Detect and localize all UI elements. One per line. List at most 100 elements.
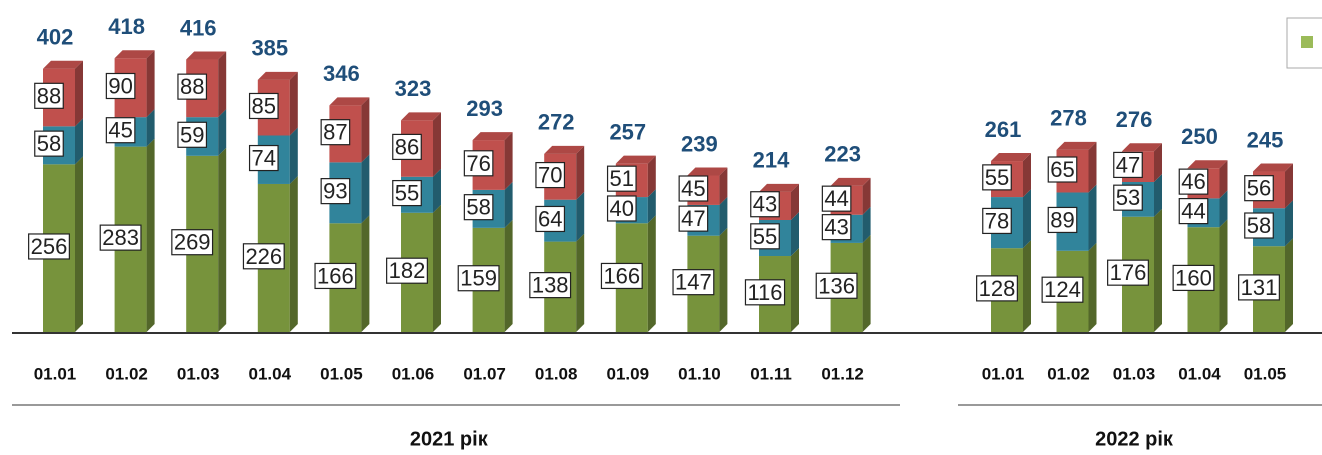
value-label-box <box>750 191 780 218</box>
bar-side <box>1219 190 1228 228</box>
value-label: 147 <box>675 270 712 295</box>
bar-side <box>576 191 585 242</box>
bar-top <box>991 153 1031 162</box>
value-label: 76 <box>466 151 490 176</box>
value-label-box <box>177 73 208 100</box>
bar-side <box>433 168 441 213</box>
bar-side <box>218 147 227 332</box>
bar-side <box>289 127 298 184</box>
value-label-box <box>600 262 643 290</box>
value-label: 40 <box>610 196 634 221</box>
bar-segment <box>401 112 441 177</box>
value-label: 70 <box>538 163 562 188</box>
legend-swatch <box>1301 36 1313 48</box>
value-label-box <box>1041 276 1084 303</box>
value-label: 283 <box>102 225 139 250</box>
x-tick-label: 01.07 <box>463 364 506 383</box>
total-label: 418 <box>108 14 145 39</box>
value-label-box <box>678 205 709 232</box>
bar-side <box>1088 242 1097 332</box>
x-tick-label: 01.11 <box>750 364 792 383</box>
value-label-box <box>678 175 709 202</box>
x-tick-label: 01.02 <box>105 364 148 383</box>
value-label: 78 <box>985 208 1009 233</box>
value-label: 116 <box>747 280 782 305</box>
value-label-box <box>535 205 566 233</box>
value-label-box <box>314 262 357 290</box>
bar-top <box>830 177 871 186</box>
value-label: 59 <box>180 122 204 147</box>
bar-side <box>1219 160 1228 199</box>
x-tick-label: 01.02 <box>1047 364 1090 383</box>
value-label-box <box>1244 212 1274 239</box>
value-label: 88 <box>180 74 204 99</box>
bar-side <box>1154 208 1162 332</box>
value-label-box <box>463 150 494 177</box>
bar-side <box>862 234 871 332</box>
bar-top <box>257 71 298 80</box>
x-tick-label: 01.10 <box>678 364 721 383</box>
total-label: 293 <box>466 96 503 121</box>
value-label-box <box>177 121 208 148</box>
value-label-box <box>750 223 780 250</box>
bar-side <box>289 71 298 136</box>
bar-top <box>544 145 585 154</box>
value-label-box <box>171 229 214 256</box>
value-label-box <box>34 82 64 109</box>
value-label: 74 <box>252 146 276 171</box>
total-label: 402 <box>37 25 74 50</box>
bar-side <box>361 215 370 332</box>
value-label: 47 <box>681 206 705 231</box>
bar-side <box>576 145 585 200</box>
bar-side <box>1088 141 1097 193</box>
value-label: 160 <box>1175 265 1212 290</box>
x-tick-label: 01.06 <box>392 364 435 383</box>
total-label: 346 <box>323 61 360 86</box>
value-label: 89 <box>1050 207 1074 232</box>
total-label: 385 <box>251 36 288 61</box>
bar-side <box>289 175 298 332</box>
value-label: 166 <box>603 263 640 288</box>
value-label: 159 <box>460 266 497 291</box>
total-label: 257 <box>609 119 646 144</box>
bar-side <box>146 109 155 147</box>
value-label-box <box>821 214 852 241</box>
bar-side <box>791 248 799 332</box>
x-tick-label: 01.09 <box>607 364 650 383</box>
bar-side <box>361 97 370 163</box>
value-label: 45 <box>681 176 705 201</box>
bar-top <box>401 112 441 121</box>
bar-top <box>1122 143 1162 152</box>
value-label: 256 <box>31 234 68 259</box>
bar-side <box>1023 153 1031 198</box>
bar-side <box>1154 174 1162 217</box>
value-label: 43 <box>824 215 848 240</box>
bar-side <box>1088 184 1097 251</box>
value-label-box <box>1113 184 1143 211</box>
value-label: 55 <box>753 224 777 249</box>
value-label: 46 <box>1181 169 1205 194</box>
value-label: 55 <box>985 165 1009 190</box>
x-tick-label: 01.05 <box>1244 364 1287 383</box>
bar-side <box>146 138 155 332</box>
value-label-box <box>1178 198 1209 225</box>
value-label: 124 <box>1044 277 1081 302</box>
x-tick-label: 01.08 <box>535 364 578 383</box>
value-label: 166 <box>317 263 354 288</box>
bar-side <box>361 154 370 224</box>
value-label-box <box>248 144 279 172</box>
value-label: 86 <box>395 134 419 159</box>
value-label: 136 <box>818 273 855 298</box>
bar-side <box>433 204 441 332</box>
value-label: 58 <box>37 131 61 156</box>
value-label-box <box>248 92 279 120</box>
bar-side <box>862 177 871 215</box>
bar-side <box>647 189 656 224</box>
bar-top <box>1253 163 1293 172</box>
bar-segment <box>544 145 585 200</box>
value-label: 51 <box>610 166 634 191</box>
total-label: 323 <box>395 76 432 101</box>
value-label: 128 <box>979 276 1016 301</box>
value-label: 138 <box>532 273 569 298</box>
